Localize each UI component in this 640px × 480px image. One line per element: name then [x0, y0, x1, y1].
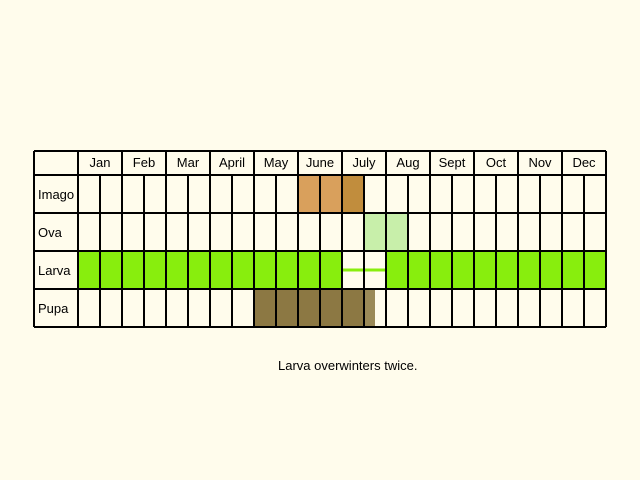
stage-label-imago: Imago [38, 187, 74, 202]
month-label-mar: Mar [177, 155, 200, 170]
month-label-jan: Jan [90, 155, 111, 170]
month-label-apr: April [219, 155, 245, 170]
period-imago-1 [342, 175, 364, 213]
stage-label-ova: Ova [38, 225, 63, 240]
stage-label-pupa: Pupa [38, 301, 69, 316]
month-label-sept: Sept [439, 155, 466, 170]
month-label-june: June [306, 155, 334, 170]
footnote: Larva overwinters twice. [278, 358, 418, 373]
month-label-july: July [352, 155, 376, 170]
month-label-nov: Nov [528, 155, 552, 170]
month-label-may: May [264, 155, 289, 170]
period-pupa-1 [364, 289, 375, 327]
month-label-oct: Oct [486, 155, 507, 170]
month-label-aug: Aug [396, 155, 419, 170]
month-label-feb: Feb [133, 155, 155, 170]
stage-label-larva: Larva [38, 263, 71, 278]
period-pupa-0 [254, 289, 364, 327]
month-label-dec: Dec [572, 155, 596, 170]
